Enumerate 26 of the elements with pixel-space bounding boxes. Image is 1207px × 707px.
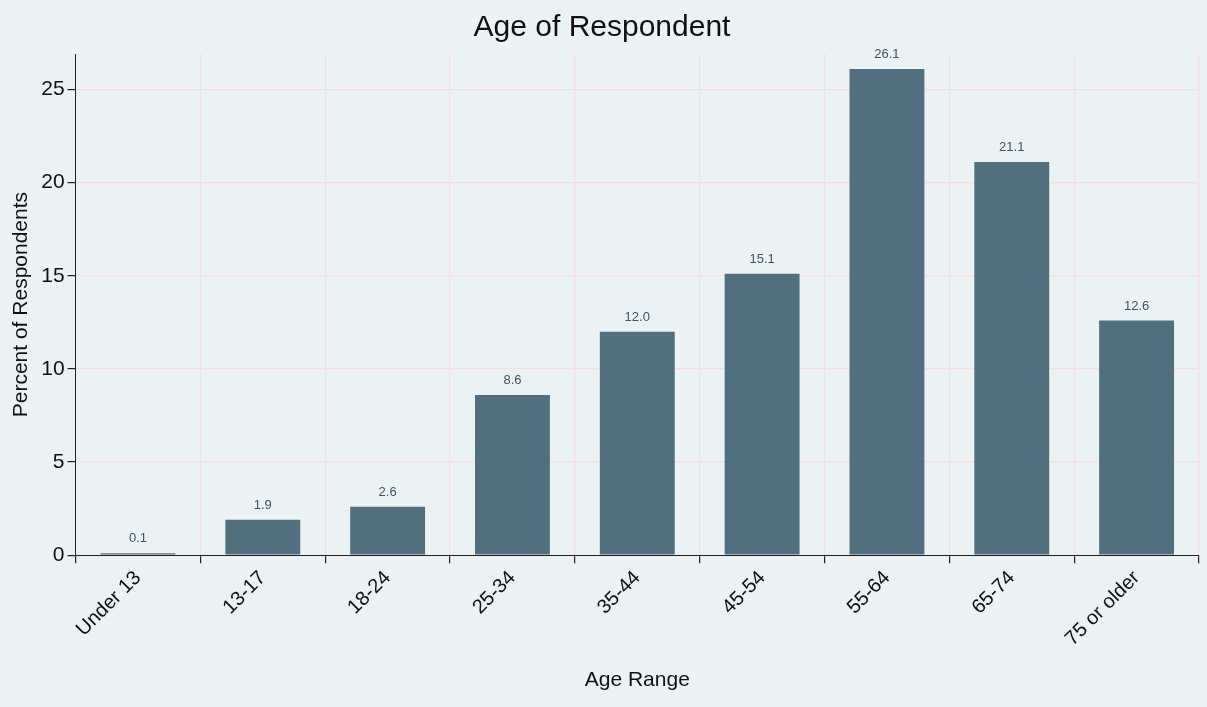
y-tick-label: 0 [52,542,65,566]
y-tick-label: 10 [41,355,65,379]
bar [724,273,800,555]
data-label: 12.0 [624,308,650,324]
bar [849,68,925,555]
data-label: 2.6 [378,483,397,499]
data-label: 21.1 [999,139,1025,155]
y-axis-title: Percent of Respondents [8,191,32,418]
bar [225,519,301,555]
bar [599,331,675,555]
chart-title: Age of Respondent [473,9,732,43]
bar [1099,320,1175,555]
y-tick-label: 20 [41,169,65,193]
x-axis-title: Age Range [584,667,690,691]
data-label: 8.6 [503,372,522,388]
y-tick-label: 15 [41,262,65,286]
y-tick-label: 25 [41,76,65,100]
bar [350,506,426,555]
y-tick-label: 5 [52,448,65,472]
data-label: 15.1 [749,250,775,266]
bar [475,394,550,555]
data-label: 0.1 [128,530,148,546]
data-label: 1.9 [253,496,272,512]
bar [974,162,1050,555]
data-label: 12.6 [1123,297,1150,313]
data-label: 26.1 [874,45,900,61]
